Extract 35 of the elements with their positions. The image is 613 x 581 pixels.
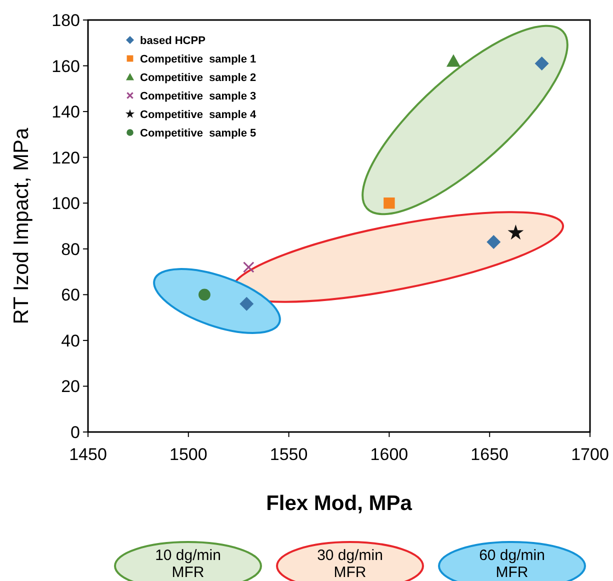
legend-label: Competitive sample 2 (140, 72, 256, 84)
legend-label: Competitive sample 3 (140, 90, 256, 102)
point (486, 235, 501, 250)
legend-label: Competitive sample 4 (140, 109, 258, 121)
point (534, 56, 549, 70)
legend-label: Competitive sample 5 (140, 128, 256, 140)
text: 60 dg/min MFR (479, 547, 545, 581)
point (508, 224, 524, 240)
x-tick-label: 1700 (571, 445, 609, 464)
y-tick-label: 80 (61, 240, 80, 259)
y-tick-label: 60 (61, 286, 80, 305)
x-tick-label: 1450 (69, 445, 107, 464)
x-axis-title: Flex Mod, MPa (266, 492, 412, 515)
y-tick-label: 160 (52, 56, 80, 76)
y-tick-label: 20 (61, 377, 80, 396)
x-tick-label: 1600 (370, 445, 408, 464)
y-tick-label: 100 (52, 194, 80, 214)
x-tick-label: 1550 (270, 445, 308, 464)
point (240, 296, 254, 311)
y-axis-title: RT Izod Impact, MPa (10, 127, 33, 324)
x-tick-label: 1650 (470, 445, 509, 464)
point (242, 262, 254, 273)
point (198, 288, 210, 301)
y-tick-label: 0 (70, 423, 80, 442)
legend-label: Competitive sample 1 (140, 54, 256, 66)
text: 30 dg/min MFR (317, 547, 383, 581)
legend-label: based HCPP (140, 35, 206, 47)
y-tick-label: 40 (61, 331, 80, 350)
point (446, 54, 460, 67)
y-tick-label: 180 (52, 11, 80, 30)
text: 10 dg/min MFR (155, 547, 221, 581)
y-tick-label: 140 (52, 102, 80, 122)
y-tick-label: 120 (52, 148, 80, 168)
x-tick-label: 1500 (169, 445, 208, 464)
point (384, 198, 395, 209)
